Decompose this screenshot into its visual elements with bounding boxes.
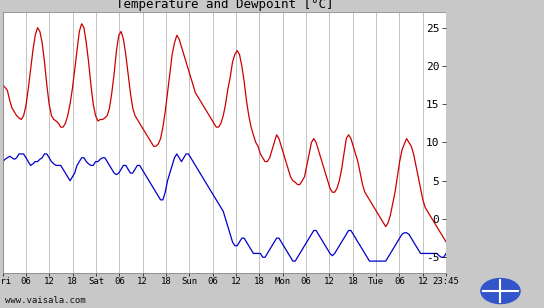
Title: Temperature and Dewpoint [°C]: Temperature and Dewpoint [°C] [116,0,333,11]
Text: www.vaisala.com: www.vaisala.com [5,296,86,305]
Circle shape [481,278,520,304]
